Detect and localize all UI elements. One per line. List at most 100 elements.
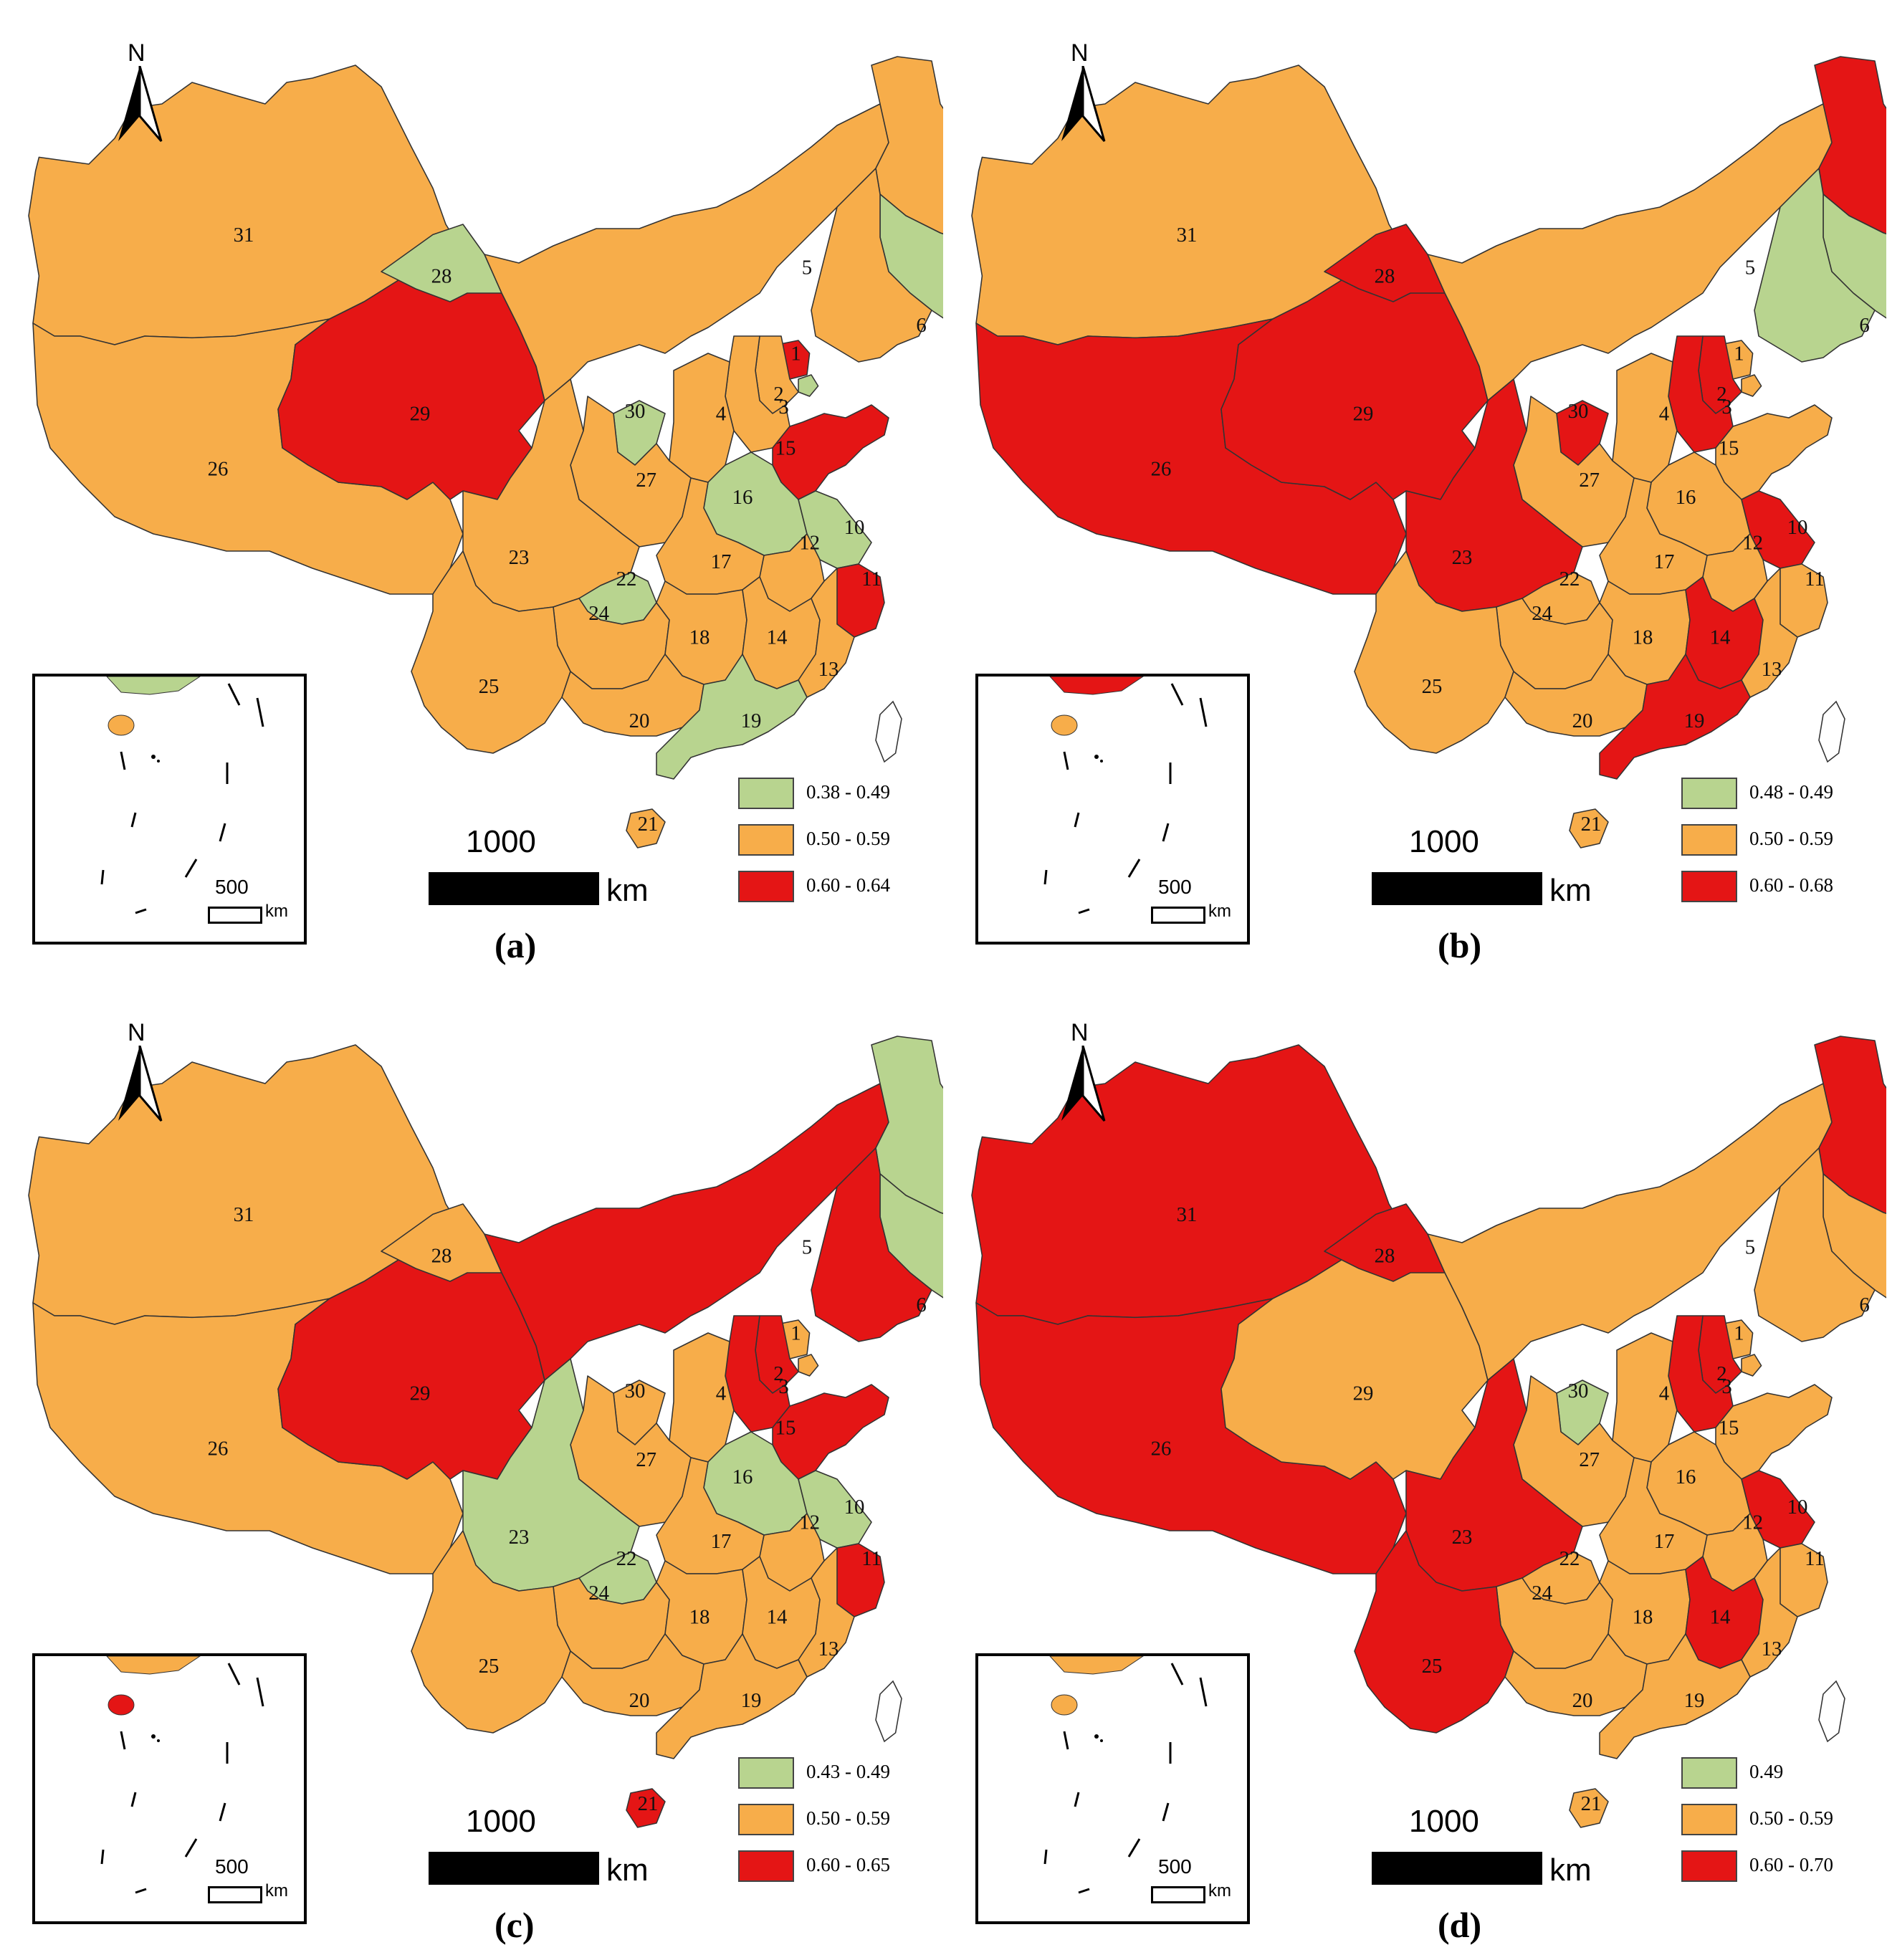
taiwan-outline [1818, 1680, 1845, 1743]
province-label-24: 24 [1532, 602, 1552, 625]
province-9 [798, 374, 819, 397]
province-label-18: 18 [689, 1606, 710, 1629]
province-label-19: 19 [1684, 709, 1705, 732]
province-label-10: 10 [844, 516, 865, 539]
province-label-3: 3 [1721, 396, 1731, 419]
province-label-30: 30 [625, 1380, 646, 1402]
province-label-15: 15 [1719, 1417, 1739, 1440]
legend-label: 0.60 - 0.64 [806, 874, 890, 896]
legend-label: 0.50 - 0.59 [1749, 1807, 1833, 1829]
province-label-18: 18 [689, 626, 710, 649]
province-label-25: 25 [1422, 1655, 1443, 1678]
province-10 [798, 490, 872, 569]
province-label-12: 12 [799, 532, 820, 555]
legend-swatch-green [738, 778, 794, 809]
legend-label: 0.50 - 0.59 [806, 1807, 890, 1829]
province-label-6: 6 [1859, 1294, 1869, 1316]
north-label: N [128, 39, 145, 67]
map-panel-d: 3126292858761234302715161012172322112418… [943, 980, 1886, 1959]
province-label-14: 14 [1710, 626, 1731, 649]
province-label-17: 17 [1654, 1530, 1675, 1553]
province-19 [1599, 1633, 1751, 1759]
province-label-3: 3 [1721, 1375, 1731, 1398]
province-6 [811, 168, 932, 363]
province-label-28: 28 [431, 265, 452, 288]
province-label-16: 16 [1676, 1466, 1696, 1488]
scale-bar [1372, 1852, 1542, 1885]
inset-scale-unit: km [265, 1881, 288, 1901]
province-label-29: 29 [410, 403, 431, 426]
inset-scale-bar [1151, 907, 1205, 924]
legend-swatch-green [1681, 778, 1737, 809]
province-label-11: 11 [1805, 568, 1825, 591]
province-6 [1754, 1147, 1876, 1342]
inset-scale-value: 500 [1158, 1855, 1192, 1878]
province-label-3: 3 [778, 396, 788, 419]
province-19 [656, 1633, 808, 1759]
province-25 [1354, 1530, 1514, 1734]
province-label-2: 2 [773, 1362, 783, 1385]
legend-swatch-red [738, 871, 794, 902]
province-25 [1354, 550, 1514, 754]
province-label-23: 23 [1452, 546, 1473, 569]
panel-label: (c) [495, 1905, 535, 1945]
taiwan-outline [1818, 700, 1845, 763]
province-label-1: 1 [790, 343, 801, 365]
province-label-14: 14 [767, 626, 788, 649]
province-6 [1754, 168, 1876, 363]
legend-swatch-red [1681, 1850, 1737, 1882]
south-china-sea-inset [975, 674, 1250, 945]
scale-value: 1000 [1409, 824, 1479, 859]
province-label-28: 28 [431, 1245, 452, 1268]
province-label-23: 23 [509, 546, 530, 569]
panel-label: (a) [495, 925, 537, 965]
inset-scale-unit: km [1208, 1881, 1231, 1901]
province-label-13: 13 [1762, 658, 1782, 681]
legend-label: 0.48 - 0.49 [1749, 781, 1833, 803]
province-label-1: 1 [1734, 1322, 1744, 1345]
province-label-6: 6 [916, 314, 926, 337]
province-label-23: 23 [1452, 1526, 1473, 1549]
scale-bar [429, 872, 599, 905]
north-label: N [1071, 1019, 1089, 1046]
inset-scale-bar [208, 907, 262, 924]
scale-value: 1000 [466, 1804, 536, 1839]
province-label-22: 22 [616, 1547, 637, 1570]
province-label-26: 26 [208, 1437, 229, 1460]
province-label-16: 16 [1676, 486, 1696, 509]
province-label-11: 11 [861, 568, 882, 591]
province-9 [1741, 1354, 1762, 1377]
province-label-27: 27 [636, 1448, 656, 1471]
legend-label: 0.50 - 0.59 [806, 828, 890, 849]
province-label-5: 5 [802, 257, 812, 279]
legend-label: 0.60 - 0.70 [1749, 1854, 1833, 1875]
province-label-13: 13 [818, 658, 839, 681]
province-label-28: 28 [1375, 265, 1395, 288]
province-label-5: 5 [1745, 257, 1755, 279]
province-9 [798, 1354, 819, 1377]
legend-label: 0.60 - 0.68 [1749, 874, 1833, 896]
scale-unit: km [606, 1853, 649, 1888]
china-province-map: 3126292858761234302715161012172322112418… [28, 56, 943, 848]
legend-swatch-orange [738, 824, 794, 856]
province-label-25: 25 [479, 675, 500, 698]
legend-swatch-red [738, 1850, 794, 1882]
province-label-25: 25 [1422, 675, 1443, 698]
province-label-21: 21 [1581, 813, 1602, 836]
province-label-11: 11 [1805, 1547, 1825, 1570]
province-label-4: 4 [1659, 1382, 1669, 1405]
province-label-2: 2 [1716, 1362, 1726, 1385]
province-10 [1741, 1470, 1815, 1549]
province-label-4: 4 [1659, 403, 1669, 426]
province-label-13: 13 [1762, 1638, 1782, 1660]
province-label-26: 26 [1151, 457, 1172, 480]
province-label-3: 3 [778, 1375, 788, 1398]
province-13 [798, 568, 855, 698]
province-13 [1741, 1547, 1798, 1678]
china-province-map: 3126292858761234302715161012172322112418… [28, 1036, 943, 1828]
scale-bar [429, 1852, 599, 1885]
province-13 [1741, 568, 1798, 698]
province-label-24: 24 [588, 1582, 609, 1605]
province-label-27: 27 [1579, 469, 1600, 492]
north-arrow-icon [118, 1046, 163, 1122]
